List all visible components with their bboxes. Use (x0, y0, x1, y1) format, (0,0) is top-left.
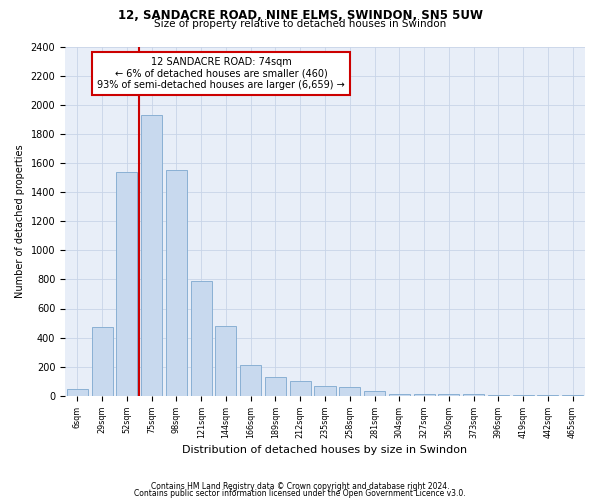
Bar (364, 392, 385, 396)
Bar (290, 382, 311, 396)
Bar (141, 115, 162, 396)
Bar (240, 366, 261, 396)
Bar (488, 395, 509, 396)
Bar (166, 170, 187, 396)
Bar (339, 387, 360, 396)
Text: Contains public sector information licensed under the Open Government Licence v3: Contains public sector information licen… (134, 488, 466, 498)
Bar (538, 395, 559, 396)
Bar (92, 328, 113, 396)
Bar (191, 281, 212, 396)
Bar (512, 395, 533, 396)
Bar (463, 394, 484, 396)
Text: 12, SANDACRE ROAD, NINE ELMS, SWINDON, SN5 5UW: 12, SANDACRE ROAD, NINE ELMS, SWINDON, S… (118, 9, 482, 22)
Bar (314, 386, 335, 396)
Bar (413, 394, 434, 396)
Text: 12 SANDACRE ROAD: 74sqm
← 6% of detached houses are smaller (460)
93% of semi-de: 12 SANDACRE ROAD: 74sqm ← 6% of detached… (97, 57, 345, 90)
Text: Size of property relative to detached houses in Swindon: Size of property relative to detached ho… (154, 19, 446, 29)
Bar (265, 377, 286, 396)
Bar (438, 394, 460, 396)
Bar (215, 326, 236, 396)
Bar (116, 172, 137, 396)
Bar (389, 394, 410, 396)
Bar (562, 395, 583, 396)
X-axis label: Distribution of detached houses by size in Swindon: Distribution of detached houses by size … (182, 445, 467, 455)
Bar (67, 388, 88, 396)
Text: Contains HM Land Registry data © Crown copyright and database right 2024.: Contains HM Land Registry data © Crown c… (151, 482, 449, 491)
Y-axis label: Number of detached properties: Number of detached properties (15, 144, 25, 298)
